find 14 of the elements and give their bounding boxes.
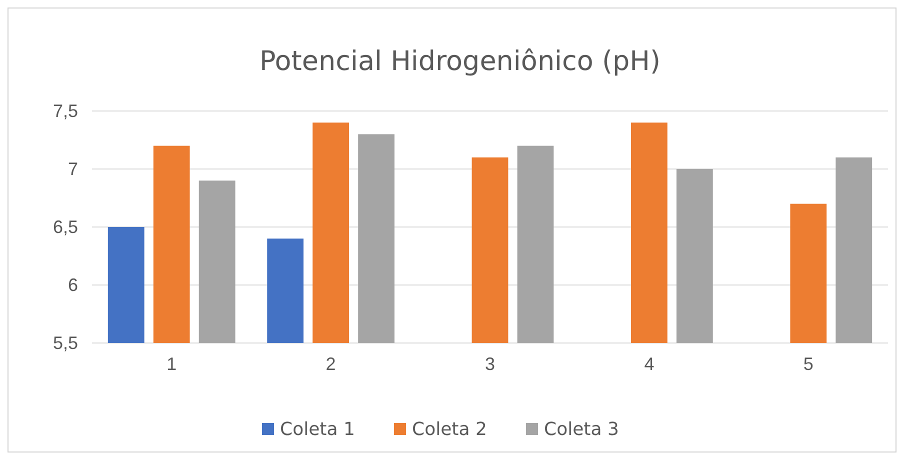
legend-label: Coleta 2	[412, 419, 487, 440]
x-tick-label: 5	[803, 354, 814, 374]
x-tick-label: 2	[326, 354, 336, 374]
y-tick-label: 6,5	[52, 216, 78, 237]
y-tick-label: 7,5	[52, 100, 78, 121]
x-tick-label: 3	[484, 354, 496, 374]
y-tick-label: 5,5	[52, 332, 78, 353]
legend-label: Coleta 3	[544, 419, 619, 440]
legend-label: Coleta 1	[280, 419, 355, 440]
x-tick-label: 4	[644, 354, 654, 374]
y-tick-label: 7	[68, 158, 78, 179]
chart-title: Potencial Hidrogeniônico (pH)	[259, 46, 661, 77]
y-tick-label: 6	[68, 274, 78, 295]
x-tick-label: 1	[166, 354, 177, 374]
